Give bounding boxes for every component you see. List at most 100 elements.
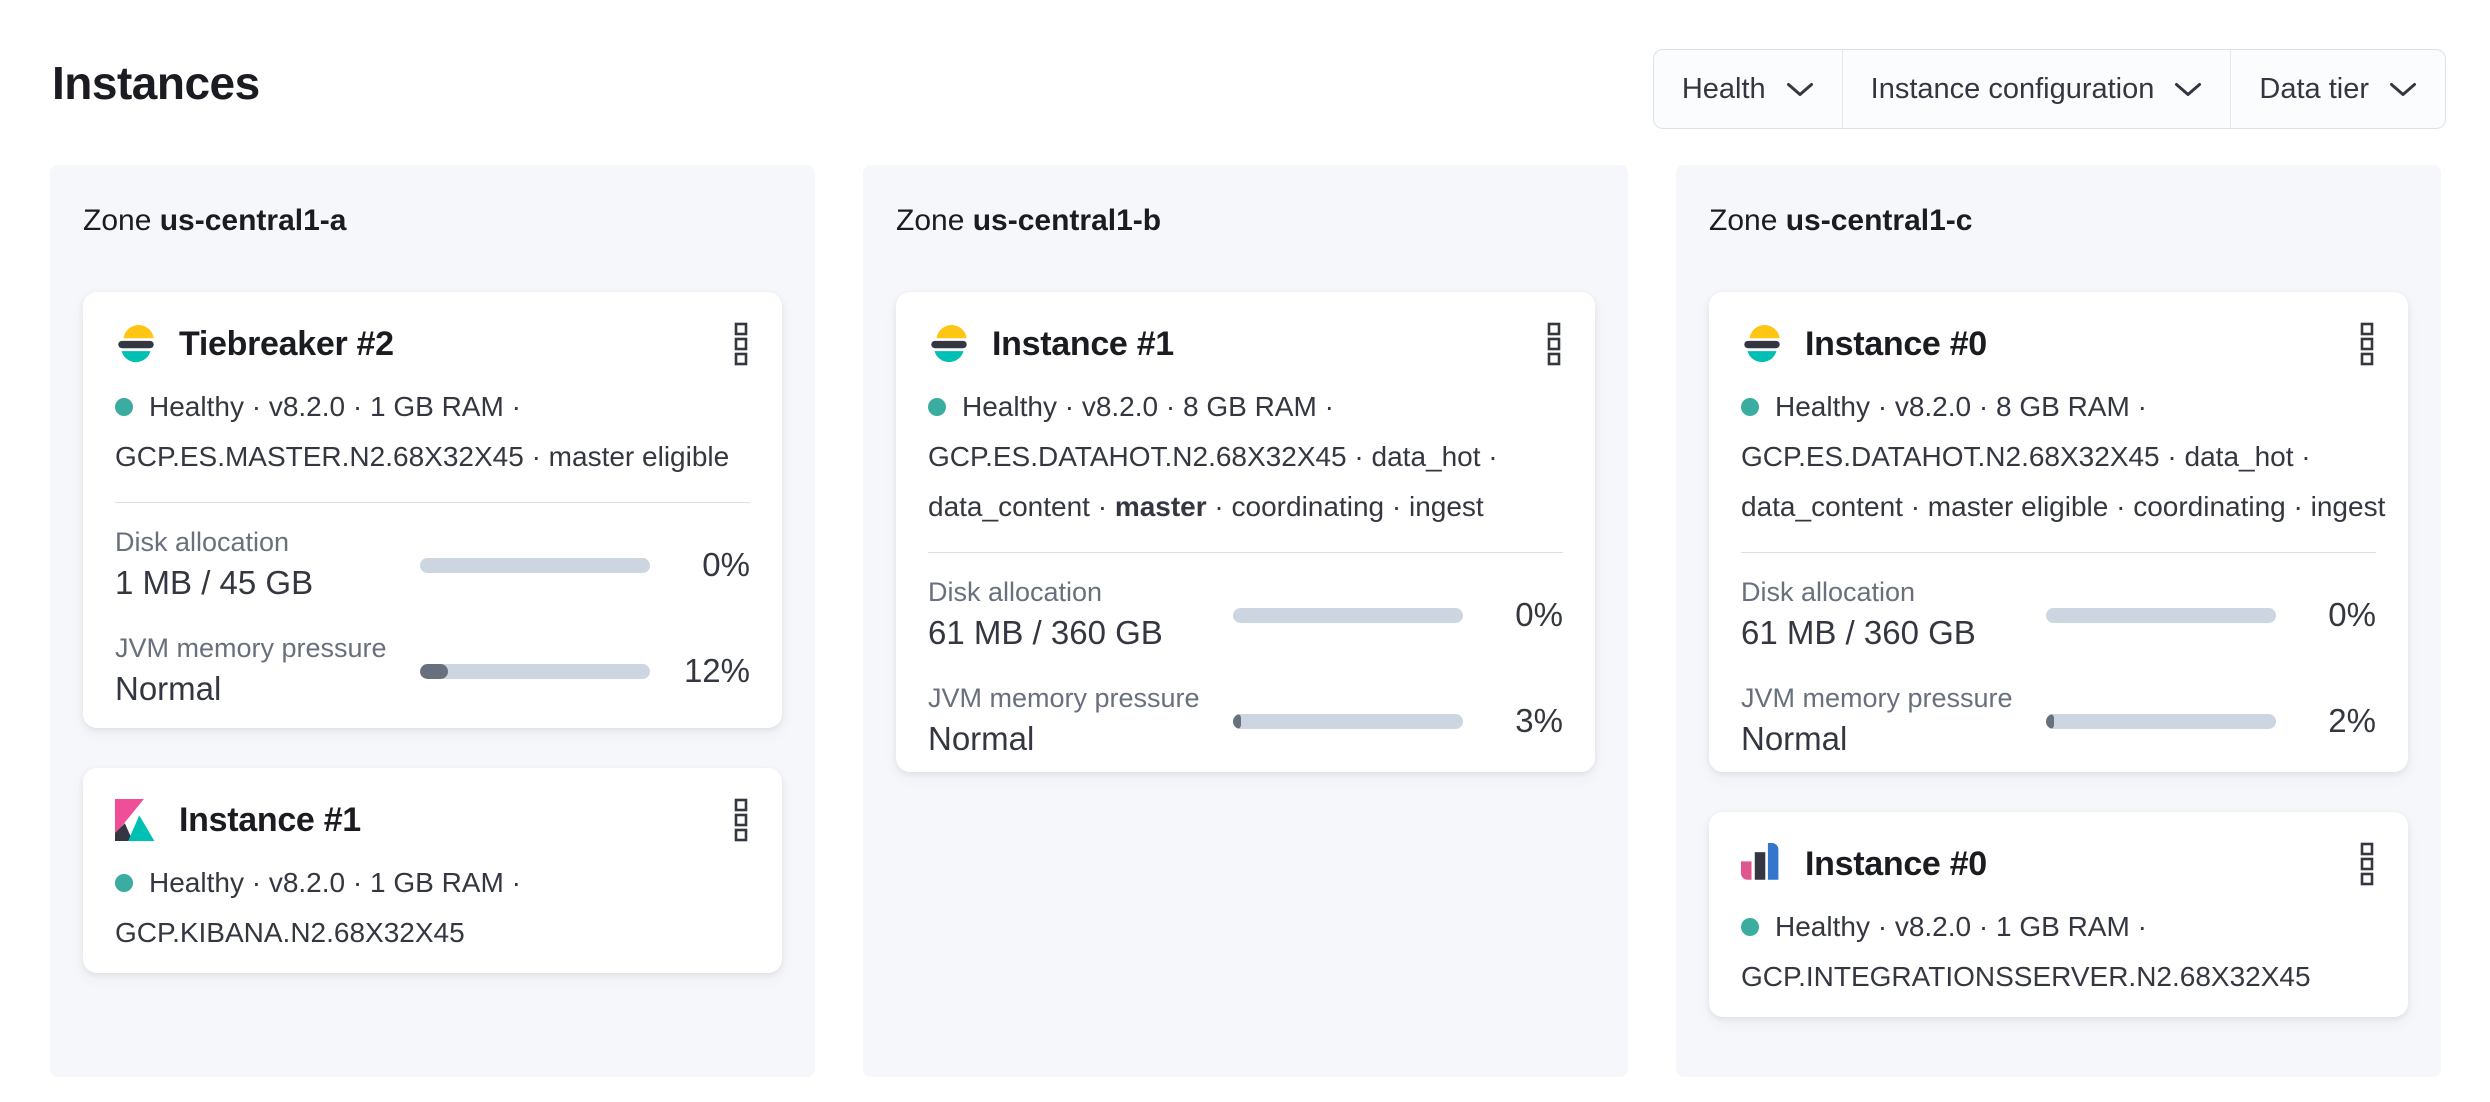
jvm-memory-pressure-progress-bar	[1233, 713, 1463, 729]
status-line-2: GCP.ES.DATAHOT.N2.68X32X45 · data_hot ·	[1741, 441, 2311, 472]
instance-metrics: Disk allocation 61 MB / 360 GB 0% JVM me…	[1741, 575, 2376, 761]
instance-card-es-1: Instance #1 Healthy · v8.2.0 · 8 GB RAM …	[896, 292, 1595, 772]
master-role-label: master	[1114, 491, 1207, 522]
elasticsearch-logo-icon	[118, 324, 154, 363]
disk-allocation-label: Disk allocation	[928, 577, 1103, 607]
status-line-1: Healthy · v8.2.0 · 8 GB RAM ·	[1775, 391, 2147, 422]
status-line-2: GCP.INTEGRATIONSSERVER.N2.68X32X45	[1741, 961, 2311, 992]
instance-metrics: Disk allocation 1 MB / 45 GB 0% JVM memo…	[115, 525, 750, 711]
filter-instance-configuration-button[interactable]: Instance configuration	[1841, 50, 2231, 128]
status-line-1: Healthy · v8.2.0 · 1 GB RAM ·	[149, 867, 521, 898]
jvm-memory-pressure-progress-bar	[420, 663, 650, 679]
status-line-2: GCP.ES.DATAHOT.N2.68X32X45 · data_hot ·	[928, 441, 1498, 472]
instance-title: Instance #1	[992, 324, 1174, 363]
filter-data-tier-button[interactable]: Data tier	[2230, 50, 2445, 128]
disk-allocation-metric: Disk allocation 1 MB / 45 GB 0%	[115, 525, 750, 605]
jvm-memory-pressure-label: JVM memory pressure	[1741, 683, 2013, 713]
boxes-vertical-icon	[734, 322, 748, 366]
instance-title: Instance #1	[179, 800, 361, 839]
card-divider	[1741, 552, 2376, 553]
instance-title: Instance #0	[1805, 844, 1987, 883]
jvm-memory-pressure-value: Normal	[928, 720, 1035, 757]
instance-metrics: Disk allocation 61 MB / 360 GB 0% JVM me…	[928, 575, 1563, 761]
jvm-memory-pressure-percent: 12%	[683, 652, 750, 689]
disk-allocation-label: Disk allocation	[115, 527, 290, 557]
jvm-memory-pressure-percent: 3%	[1515, 702, 1563, 739]
jvm-memory-pressure-label: JVM memory pressure	[928, 683, 1200, 713]
health-dot-icon	[115, 874, 133, 892]
filter-data-tier-label: Data tier	[2259, 72, 2369, 105]
zone-panel-us-central1-b: Zone us-central1-b Instance #1 Healthy ·…	[863, 165, 1628, 1077]
jvm-memory-pressure-metric: JVM memory pressure Normal 12%	[115, 631, 750, 711]
disk-allocation-value: 61 MB / 360 GB	[928, 614, 1163, 651]
filter-instance-configuration-label: Instance configuration	[1870, 72, 2155, 105]
boxes-vertical-icon	[2360, 842, 2374, 886]
zones-row: Zone us-central1-a Tiebreaker #2 Healthy…	[50, 165, 2441, 1077]
instance-menu-button[interactable]	[2358, 840, 2376, 888]
jvm-memory-pressure-metric: JVM memory pressure Normal 3%	[928, 681, 1563, 761]
instance-menu-button[interactable]	[732, 796, 750, 844]
zone-label: Zone	[1709, 204, 1778, 237]
disk-allocation-value: 1 MB / 45 GB	[115, 564, 314, 601]
disk-allocation-metric: Disk allocation 61 MB / 360 GB 0%	[928, 575, 1563, 655]
chevron-down-icon	[2175, 82, 2202, 96]
zone-header: Zone us-central1-c	[1709, 204, 2408, 238]
health-dot-icon	[1741, 398, 1759, 416]
zone-panel-us-central1-c: Zone us-central1-c Instance #0 Healthy ·…	[1676, 165, 2441, 1077]
health-dot-icon	[115, 398, 133, 416]
status-line-3: data_content · master eligible · coordin…	[1741, 491, 2386, 522]
filter-health-button[interactable]: Health	[1654, 50, 1842, 128]
health-dot-icon	[928, 398, 946, 416]
disk-allocation-metric: Disk allocation 61 MB / 360 GB 0%	[1741, 575, 2376, 655]
zone-name: us-central1-c	[1785, 204, 1973, 237]
instance-card-kibana-1: Instance #1 Healthy · v8.2.0 · 1 GB RAM …	[83, 768, 782, 973]
status-line-1: Healthy · v8.2.0 · 1 GB RAM ·	[149, 391, 521, 422]
zone-header: Zone us-central1-a	[83, 204, 782, 238]
chevron-down-icon	[1786, 82, 1813, 96]
instance-status: Healthy · v8.2.0 · 1 GB RAM · GCP.INTEGR…	[1741, 902, 2376, 1002]
page-title: Instances	[52, 57, 260, 109]
status-line-1: Healthy · v8.2.0 · 8 GB RAM ·	[962, 391, 1334, 422]
disk-allocation-progress-bar	[420, 557, 650, 573]
jvm-memory-pressure-value: Normal	[1741, 720, 1848, 757]
zone-name: us-central1-b	[972, 204, 1162, 237]
disk-allocation-percent: 0%	[702, 546, 750, 583]
instance-title: Tiebreaker #2	[179, 324, 394, 363]
status-line-2: GCP.ES.MASTER.N2.68X32X45 · master eligi…	[115, 441, 730, 472]
jvm-memory-pressure-percent: 2%	[2328, 702, 2376, 739]
instance-menu-button[interactable]	[2358, 320, 2376, 368]
kibana-logo-icon	[115, 799, 155, 841]
health-dot-icon	[1741, 918, 1759, 936]
filter-group: Health Instance configuration Data tier	[1652, 49, 2446, 129]
status-line-1: Healthy · v8.2.0 · 1 GB RAM ·	[1775, 911, 2147, 942]
jvm-memory-pressure-metric: JVM memory pressure Normal 2%	[1741, 681, 2376, 761]
disk-allocation-value: 61 MB / 360 GB	[1741, 614, 1976, 651]
instance-menu-button[interactable]	[732, 320, 750, 368]
status-line-2: GCP.KIBANA.N2.68X32X45	[115, 917, 465, 948]
zone-name: us-central1-a	[159, 204, 347, 237]
instance-card-tiebreaker-2: Tiebreaker #2 Healthy · v8.2.0 · 1 GB RA…	[83, 292, 782, 728]
zone-label: Zone	[896, 204, 965, 237]
instance-title: Instance #0	[1805, 324, 1987, 363]
boxes-vertical-icon	[1547, 322, 1561, 366]
disk-allocation-label: Disk allocation	[1741, 577, 1916, 607]
boxes-vertical-icon	[734, 798, 748, 842]
disk-allocation-percent: 0%	[2328, 596, 2376, 633]
filter-health-label: Health	[1681, 72, 1766, 105]
zone-panel-us-central1-a: Zone us-central1-a Tiebreaker #2 Healthy…	[50, 165, 815, 1077]
integrations-server-logo-icon	[1741, 843, 1779, 880]
card-divider	[115, 502, 750, 503]
elasticsearch-logo-icon	[1744, 324, 1780, 363]
status-line-3: data_content · master · coordinating · i…	[928, 491, 1484, 522]
zone-header: Zone us-central1-b	[896, 204, 1595, 238]
card-divider	[928, 552, 1563, 553]
instance-status: Healthy · v8.2.0 · 1 GB RAM · GCP.KIBANA…	[115, 858, 750, 958]
instance-menu-button[interactable]	[1545, 320, 1563, 368]
jvm-memory-pressure-label: JVM memory pressure	[115, 633, 387, 663]
instance-status: Healthy · v8.2.0 · 8 GB RAM · GCP.ES.DAT…	[1741, 382, 2386, 532]
disk-allocation-progress-bar	[1233, 607, 1463, 623]
instance-card-integrations-0: Instance #0 Healthy · v8.2.0 · 1 GB RAM …	[1709, 812, 2408, 1017]
instance-status: Healthy · v8.2.0 · 1 GB RAM · GCP.ES.MAS…	[115, 382, 750, 482]
jvm-memory-pressure-progress-bar	[2046, 713, 2276, 729]
